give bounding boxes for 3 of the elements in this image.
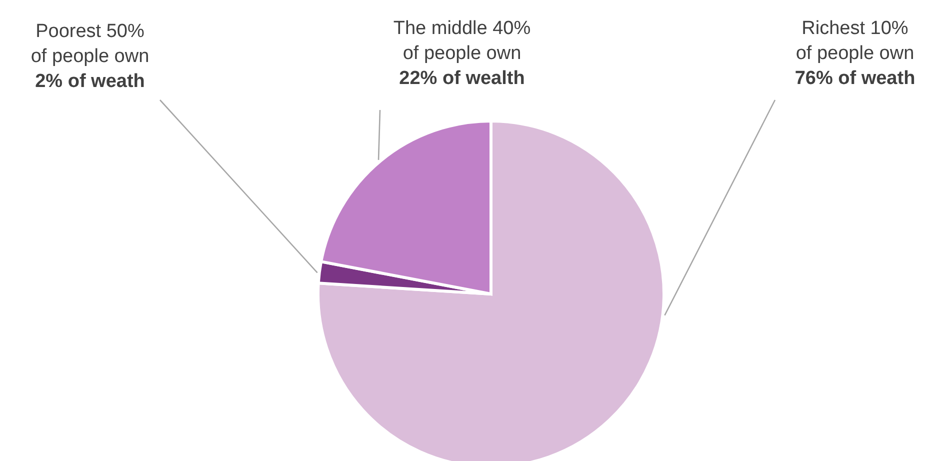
slice-label: Richest 10% of people own 76% of weath (794, 18, 916, 89)
slice-label: The middle 40% of people own 22% of wealth (393, 18, 531, 89)
slice-label: Poorest 50% of people own 2% of weath (30, 21, 150, 92)
